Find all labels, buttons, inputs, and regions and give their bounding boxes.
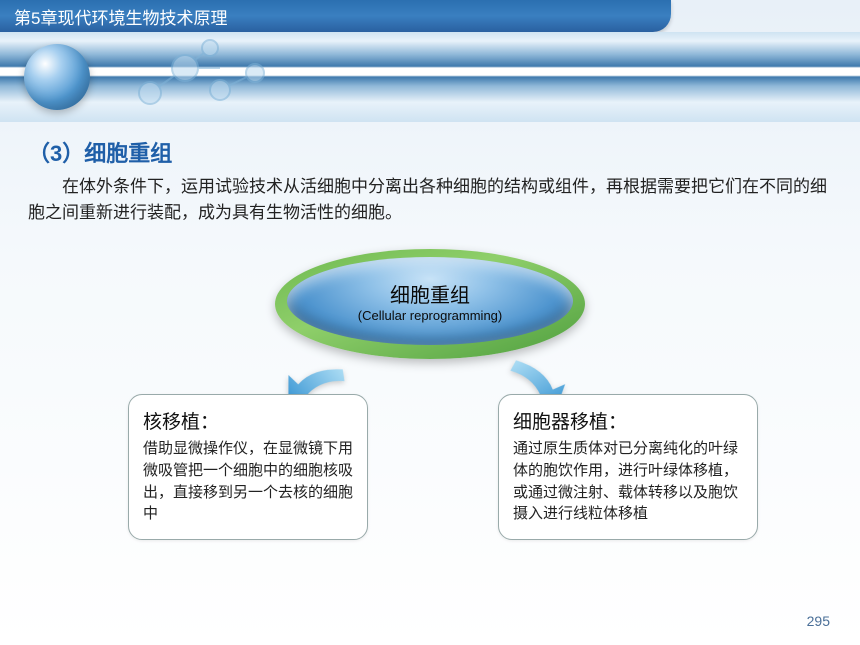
center-title-en: (Cellular reprogramming)	[358, 308, 503, 323]
node-left-title: 核移植：	[143, 407, 353, 434]
node-right-body: 通过原生质体对已分离纯化的叶绿体的胞饮作用，进行叶绿体移植，或通过微注射、载体转…	[513, 438, 743, 525]
orb-icon	[24, 44, 90, 110]
content-area: （3）细胞重组 在体外条件下，运用试验技术从活细胞中分离出各种细胞的结构或组件，…	[0, 122, 860, 569]
chapter-title: 第5章现代环境生物技术原理	[14, 9, 227, 28]
node-right-title: 细胞器移植：	[513, 407, 743, 434]
node-left: 核移植： 借助显微操作仪，在显微镜下用微吸管把一个细胞中的细胞核吸出，直接移到另…	[128, 394, 368, 540]
page-number: 295	[807, 613, 830, 629]
center-ring-inner: 细胞重组 (Cellular reprogramming)	[287, 257, 573, 345]
node-right: 细胞器移植： 通过原生质体对已分离纯化的叶绿体的胞饮作用，进行叶绿体移植，或通过…	[498, 394, 758, 540]
section-paragraph: 在体外条件下，运用试验技术从活细胞中分离出各种细胞的结构或组件，再根据需要把它们…	[28, 174, 832, 225]
center-title-cn: 细胞重组	[390, 279, 470, 308]
molecule-icon	[120, 38, 280, 118]
node-left-body: 借助显微操作仪，在显微镜下用微吸管把一个细胞中的细胞核吸出，直接移到另一个去核的…	[143, 438, 353, 525]
decorative-strip	[0, 32, 860, 122]
center-node: 细胞重组 (Cellular reprogramming)	[275, 249, 585, 359]
chapter-title-bar: 第5章现代环境生物技术原理	[0, 0, 671, 32]
section-heading: （3）细胞重组	[28, 136, 832, 168]
diagram: 细胞重组 (Cellular reprogramming) 核移植： 借助	[28, 239, 832, 569]
